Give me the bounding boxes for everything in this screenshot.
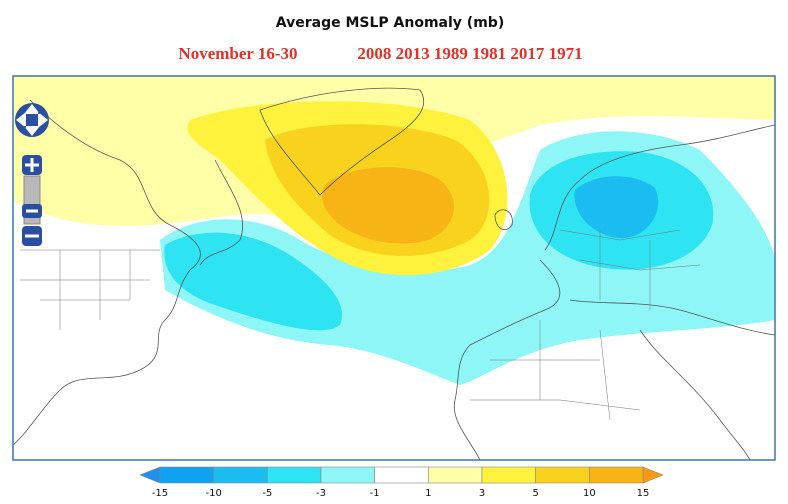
years: 2008 2013 1989 1981 2017 1971 (357, 44, 582, 63)
colorbar-box (535, 466, 590, 484)
coastlines (13, 87, 775, 460)
colorbar-end (139, 466, 161, 484)
country-borders (20, 229, 701, 421)
colorbar-box (374, 466, 429, 484)
zoom-control[interactable] (15, 103, 49, 246)
colorbar-tick-label: -3 (316, 488, 326, 499)
negative-region (574, 176, 659, 239)
colorbar-box (320, 466, 375, 484)
colorbar-box (159, 466, 214, 484)
title: Average MSLP Anomaly (mb) (276, 15, 504, 31)
pan-control[interactable] (15, 103, 49, 137)
colorbar-tick-label: 3 (479, 488, 485, 499)
anomaly-map (13, 76, 775, 460)
period: November 16-30 (178, 44, 297, 63)
colorbar-tick-label: -5 (262, 488, 272, 499)
colorbar-tick-label: -1 (370, 488, 380, 499)
colorbar-box (267, 466, 322, 484)
colorbar-tick-label: -10 (205, 488, 221, 499)
colorbar-box (589, 466, 644, 484)
positive-region (322, 167, 454, 244)
colorbar-tick-label: 5 (532, 488, 538, 499)
colorbar-box (481, 466, 536, 484)
colorbar-end (642, 466, 664, 484)
colorbar-box (213, 466, 268, 484)
colorbar: -15 -10 -5 -3 -1 1 3 5 10 15 (139, 466, 664, 499)
colorbar-tick-label: 10 (583, 488, 596, 499)
colorbar-tick-label: 15 (637, 488, 650, 499)
map-frame (12, 75, 776, 461)
colorbar-tick-label: 1 (425, 488, 431, 499)
colorbar-box (428, 466, 483, 484)
colorbar-tick-label: -15 (152, 488, 168, 499)
